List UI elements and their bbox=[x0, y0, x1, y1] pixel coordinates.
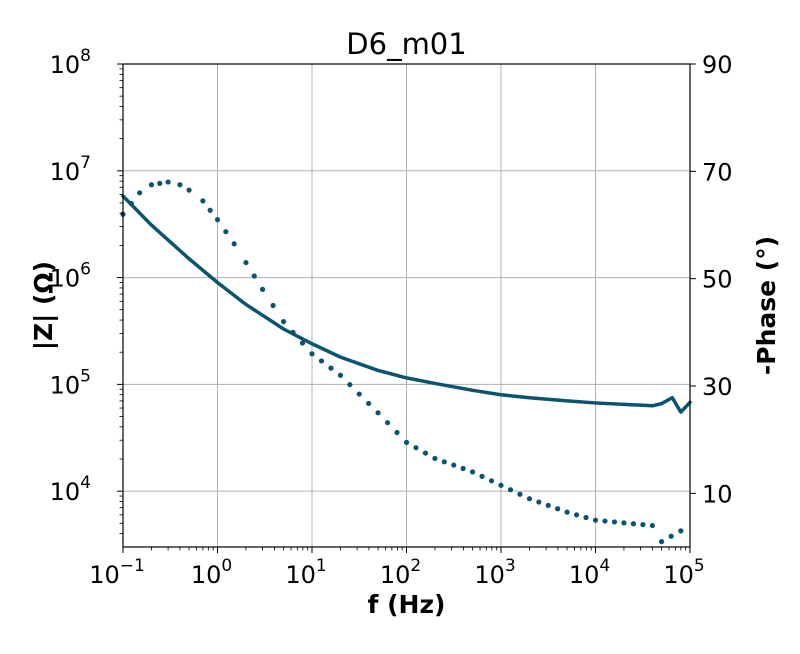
phase-point bbox=[270, 302, 276, 309]
phase-point bbox=[375, 410, 381, 416]
phase-point bbox=[366, 400, 372, 407]
phase-point bbox=[621, 520, 627, 526]
y-tick-exponent: 6 bbox=[80, 260, 91, 280]
phase-point bbox=[498, 482, 504, 488]
series-layer bbox=[120, 179, 692, 545]
phase-point bbox=[280, 319, 287, 325]
x-tick-exponent: 0 bbox=[221, 556, 232, 576]
phase-point bbox=[214, 217, 221, 223]
x-axis-title: f (Hz) bbox=[368, 590, 446, 619]
phase-point bbox=[555, 506, 561, 512]
phase-point bbox=[536, 499, 542, 505]
phase-point bbox=[517, 491, 523, 497]
phase-point bbox=[611, 519, 618, 525]
y-axis-title: |Z| (Ω) bbox=[29, 261, 58, 350]
phase-point bbox=[479, 473, 485, 479]
phase-point bbox=[186, 187, 192, 193]
phase-point bbox=[309, 351, 315, 357]
phase-point bbox=[259, 286, 266, 292]
phase-point bbox=[451, 462, 457, 468]
y2-axis-title: -Phase (°) bbox=[752, 236, 781, 375]
y2-tick-label: 70 bbox=[702, 158, 733, 186]
x-tick-exponent: 3 bbox=[505, 556, 516, 576]
phase-point bbox=[668, 533, 674, 539]
phase-point bbox=[394, 429, 400, 436]
y2-tick-label: 90 bbox=[702, 51, 733, 79]
phase-point bbox=[207, 207, 213, 213]
x-tick-label: 10−1 bbox=[89, 556, 145, 589]
x-tick-exponent: 2 bbox=[410, 556, 421, 576]
x-tick-exponent: 5 bbox=[694, 556, 705, 576]
phase-point bbox=[630, 521, 637, 527]
phase-point bbox=[231, 241, 237, 247]
phase-point bbox=[318, 358, 325, 364]
phase-point bbox=[337, 372, 344, 378]
y-tick-label: 105 bbox=[50, 366, 91, 399]
phase-dotted-series bbox=[120, 179, 684, 545]
phase-point bbox=[441, 459, 447, 465]
phase-point bbox=[583, 514, 589, 521]
phase-point bbox=[243, 259, 249, 266]
phase-point bbox=[602, 518, 608, 524]
phase-point bbox=[290, 329, 296, 335]
phase-point bbox=[299, 340, 306, 346]
y-tick-exponent: 8 bbox=[80, 46, 91, 66]
phase-point bbox=[137, 190, 143, 196]
phase-point bbox=[545, 502, 551, 509]
chart-title: D6_m01 bbox=[346, 27, 466, 61]
phase-point bbox=[403, 439, 410, 445]
phase-point bbox=[488, 478, 495, 484]
phase-point bbox=[422, 450, 429, 456]
phase-point bbox=[573, 512, 580, 518]
phase-point bbox=[347, 382, 353, 388]
phase-point bbox=[649, 522, 655, 529]
tick-marks bbox=[117, 63, 696, 553]
phase-point bbox=[200, 198, 206, 204]
y-tick-exponent: 4 bbox=[80, 473, 91, 493]
phase-point bbox=[432, 455, 438, 462]
x-tick-exponent: 4 bbox=[599, 556, 610, 576]
phase-point bbox=[165, 179, 171, 185]
phase-point bbox=[469, 469, 476, 475]
phase-point bbox=[328, 365, 334, 371]
phase-point bbox=[564, 509, 570, 515]
phase-point bbox=[640, 522, 646, 528]
phase-point bbox=[413, 445, 419, 451]
y-tick-exponent: 5 bbox=[80, 366, 91, 386]
phase-point bbox=[507, 487, 514, 493]
phase-point bbox=[592, 517, 599, 523]
phase-point bbox=[658, 539, 665, 545]
y2-tick-label: 10 bbox=[702, 480, 733, 508]
phase-point bbox=[148, 182, 155, 188]
phase-point bbox=[678, 528, 684, 534]
phase-point bbox=[223, 229, 229, 235]
phase-point bbox=[177, 182, 183, 188]
y-tick-exponent: 7 bbox=[80, 153, 91, 173]
x-tick-exponent: −1 bbox=[120, 556, 145, 576]
y2-tick-label: 50 bbox=[702, 266, 733, 294]
x-tick-exponent: 1 bbox=[316, 556, 327, 576]
tick-labels: 10−1 100 101 102 103 104 105104105106107108103… bbox=[50, 46, 733, 589]
phase-point bbox=[157, 180, 163, 187]
phase-point bbox=[128, 200, 134, 207]
y2-tick-label: 30 bbox=[702, 373, 733, 401]
phase-point bbox=[460, 465, 466, 472]
impedance-magnitude-line bbox=[121, 194, 692, 414]
phase-point bbox=[526, 496, 533, 502]
phase-point bbox=[356, 391, 362, 397]
phase-point bbox=[251, 273, 257, 279]
phase-point bbox=[384, 420, 391, 426]
